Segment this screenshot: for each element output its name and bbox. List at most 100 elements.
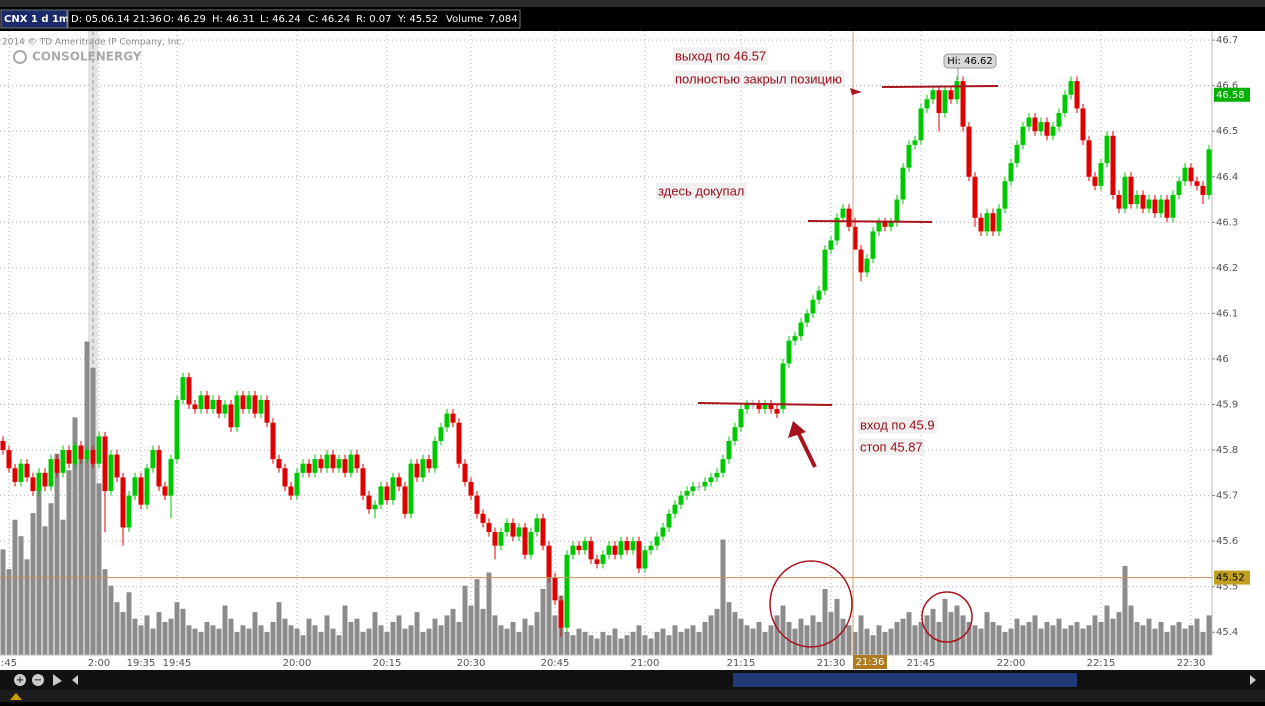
volume-bar [84,341,90,655]
volume-bar [1128,605,1134,655]
candle-body [462,463,468,482]
volume-bar [450,608,456,655]
candle-body [978,217,984,232]
scroll-thumb[interactable] [733,673,1077,687]
candle-body [342,459,348,473]
candle-body [840,208,846,218]
volume-bar [102,569,108,655]
candle-body [414,463,420,478]
scroll-left[interactable] [72,675,78,685]
volume-bar [882,631,888,655]
volume-bar [354,618,360,655]
volume-bar [618,638,624,655]
candle-body [240,395,246,410]
candle-body [798,322,804,337]
pointer-tool[interactable] [53,674,62,686]
candle-body [786,340,792,364]
zoom-in[interactable] [14,674,26,686]
high-label: Hi: 46.62 [947,56,992,67]
volume-bar [312,625,318,655]
candle-body [540,518,546,546]
volume-bar [1056,618,1062,655]
volume-bar [210,625,216,655]
volume-bar [822,589,828,655]
volume-bar [1020,625,1026,655]
candle-body [942,90,948,113]
volume-bar [1140,625,1146,655]
volume-bar [108,585,114,655]
volume-bar [288,625,294,655]
y-tick-label: 45.6 [1216,536,1238,547]
candle-body [456,422,462,464]
y-tick-label: 45.4 [1216,627,1238,638]
volume-bar [402,628,408,655]
candle-body [588,541,594,560]
volume-bar [150,628,156,655]
candle-body [948,90,954,100]
annotation: выход по 46.57 [675,48,766,63]
candle-body [498,532,504,546]
volume-bar [36,486,42,655]
candle-body [654,536,660,546]
header: CNX 1 d 1m D: 05.06.14 21:36 O: 46.29 H:… [0,9,521,29]
candle-body [96,436,102,464]
x-tick-label: 22:30 [1177,658,1206,669]
candle-body [84,450,90,460]
volume-bar [876,625,882,655]
volume-bar [1092,615,1098,655]
volume-bar [840,618,846,655]
candle-body [396,477,402,487]
volume-bar [114,602,120,655]
volume-bar [1080,628,1086,655]
candle-body [762,404,768,410]
volume-bar [1098,622,1104,655]
volume-bar [906,612,912,655]
volume-bar [510,622,516,655]
volume-bar [264,631,270,655]
volume-bar [480,608,486,655]
highlight-circle [921,591,973,643]
candle-body [888,222,894,227]
volume-bar [924,615,930,655]
volume-bar [474,579,480,655]
candle-body [1032,117,1038,132]
volume-bar [660,628,666,655]
volume-bar [972,625,978,655]
candle-body [720,459,726,473]
zoom-out[interactable] [32,674,44,686]
y-tick-label: 46.6 [1216,81,1238,92]
volume-bar [696,631,702,655]
volume-bar [42,526,48,655]
volume-bar [852,631,858,655]
candle-body [1188,167,1194,182]
volume-bar [1014,618,1020,655]
arrow-shaft [795,429,817,468]
volume-bar [486,572,492,655]
candle-body [156,450,162,487]
volume-bar [1170,625,1176,655]
expand-icon[interactable] [10,693,22,700]
y-tick-label: 46.2 [1216,263,1238,274]
volume-bar [1188,625,1194,655]
volume-bar [342,605,348,655]
volume-bar [378,625,384,655]
candle-body [468,481,474,496]
candle-body [930,90,936,100]
volume-bar [348,622,354,655]
candle-body [516,527,522,537]
candle-body [1104,135,1110,164]
candle-body [804,313,810,323]
volume-bar [828,612,834,655]
candle-body [792,336,798,341]
candle-body [1170,194,1176,218]
x-tick-label: 2:00 [88,658,110,669]
x-tick-label: 21:15 [727,658,756,669]
candle-body [354,454,360,469]
arrow-small [850,88,862,95]
volume-bar [978,628,984,655]
candle-body [876,222,882,232]
volume-bar [216,628,222,655]
volume-bar [606,635,612,655]
scroll-right[interactable] [1250,675,1256,685]
